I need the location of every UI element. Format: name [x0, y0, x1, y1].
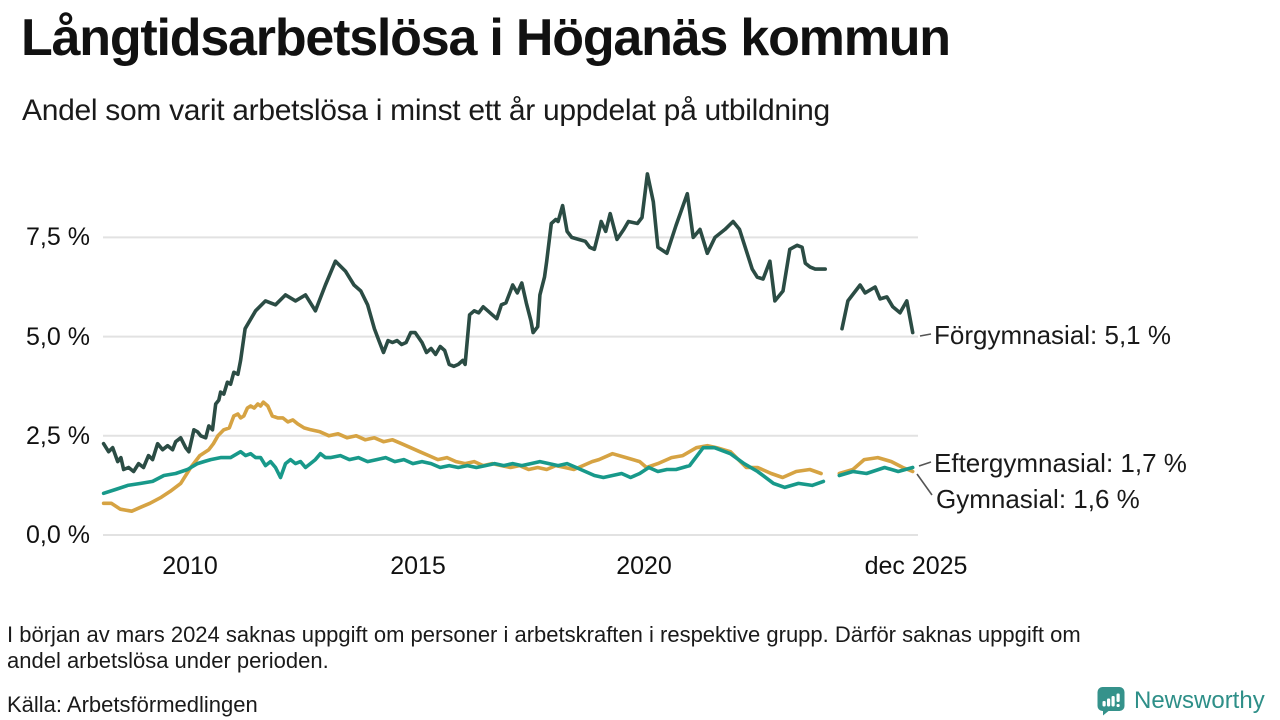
- leader-eftergymnasial: [918, 461, 932, 467]
- y-tick-7-5: 7,5 %: [26, 223, 90, 251]
- newsworthy-wordmark: Newsworthy: [1134, 687, 1265, 714]
- chart-subtitle: Andel som varit arbetslösa i minst ett å…: [22, 94, 830, 127]
- series-line-förgymnasial: [101, 172, 828, 474]
- series-lines: [101, 172, 915, 514]
- newsworthy-logo: Newsworthy: [1096, 686, 1265, 716]
- series-label-eftergymnasial: Eftergymnasial: 1,7 %: [934, 448, 1187, 478]
- y-tick-2-5: 2,5 %: [26, 422, 90, 450]
- series-line-gymnasial: [837, 455, 915, 476]
- source-note: Källa: Arbetsförmedlingen: [7, 692, 258, 717]
- y-tick-0-0: 0,0 %: [26, 521, 90, 549]
- y-tick-5-0: 5,0 %: [26, 323, 90, 351]
- x-tick-2015: 2015: [390, 552, 446, 580]
- newsworthy-icon: [1097, 687, 1125, 716]
- gridlines: [103, 236, 918, 536]
- series-label-gymnasial: Gymnasial: 1,6 %: [936, 484, 1140, 514]
- series-line-eftergymnasial: [101, 445, 826, 496]
- footnote: I början av mars 2024 saknas uppgift om …: [7, 622, 1257, 674]
- page-title: Långtidsarbetslösa i Höganäs kommun: [21, 9, 951, 67]
- footnote-line-2: andel arbetslösa under perioden.: [7, 648, 329, 673]
- label-leader-lines: [916, 333, 933, 496]
- leader-gymnasial: [916, 473, 933, 496]
- series-line-gymnasial: [101, 400, 823, 514]
- series-label-forgymnasial: Förgymnasial: 5,1 %: [934, 320, 1171, 350]
- x-tick-2020: 2020: [616, 552, 672, 580]
- footnote-line-1: I början av mars 2024 saknas uppgift om …: [7, 622, 1081, 647]
- leader-forgymnasial: [919, 333, 932, 337]
- x-tick-dec-2025: dec 2025: [864, 552, 968, 580]
- x-tick-2010: 2010: [162, 552, 218, 580]
- series-line-eftergymnasial: [837, 465, 915, 478]
- series-line-förgymnasial: [840, 283, 915, 335]
